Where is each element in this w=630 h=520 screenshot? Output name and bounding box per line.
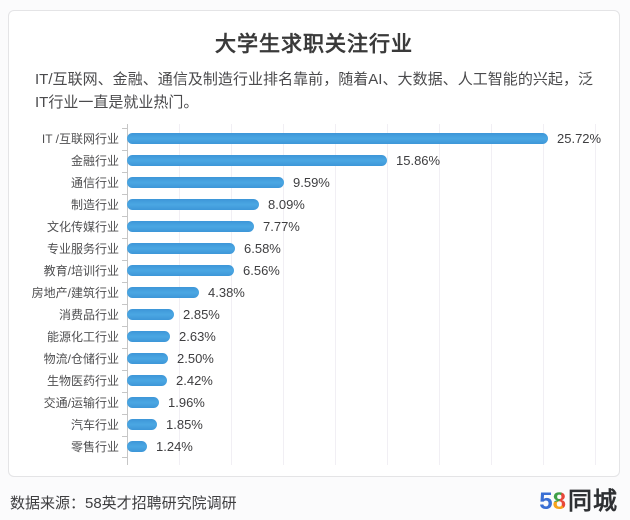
category-label: 汽车行业 bbox=[70, 418, 119, 432]
chart-row: 消费品行业 2.85% bbox=[9, 303, 611, 326]
plot-cell: 1.96% bbox=[122, 391, 611, 414]
category-label: 通信行业 bbox=[70, 176, 119, 190]
value-label: 8.09% bbox=[268, 197, 305, 212]
chart-card: 大学生求职关注行业 IT/互联网、金融、通信及制造行业排名靠前，随着AI、大数据… bbox=[8, 10, 620, 477]
value-label: 1.85% bbox=[166, 417, 203, 432]
category-label: 文化传媒行业 bbox=[46, 220, 119, 234]
bar-chart-rows: IT /互联网行业 25.72% 金融行业 15.86% 通信行业 9.59% 制造行业 8.… bbox=[9, 127, 611, 458]
logo-digit-8: 8 bbox=[552, 488, 566, 515]
chart-row: 房地产/建筑行业 4.38% bbox=[9, 281, 611, 304]
category-label: 制造行业 bbox=[70, 198, 119, 212]
category-label: IT /互联网行业 bbox=[41, 132, 119, 146]
category-label: 零售行业 bbox=[70, 440, 119, 454]
plot-cell: 15.86% bbox=[122, 149, 611, 172]
category-label: 消费品行业 bbox=[58, 308, 119, 322]
logo-digit-5: 5 bbox=[539, 488, 553, 515]
plot-cell: 4.38% bbox=[122, 281, 611, 304]
value-label: 1.96% bbox=[168, 395, 205, 410]
category-label: 金融行业 bbox=[70, 154, 119, 168]
bar-chart: IT /互联网行业 25.72% 金融行业 15.86% 通信行业 9.59% 制造行业 8.… bbox=[9, 123, 611, 465]
value-label: 6.58% bbox=[244, 241, 281, 256]
plot-cell: 2.42% bbox=[122, 369, 611, 392]
plot-cell: 9.59% bbox=[122, 171, 611, 194]
value-label: 6.56% bbox=[243, 263, 280, 278]
value-label: 7.77% bbox=[263, 219, 300, 234]
page-subtitle: IT/互联网、金融、通信及制造行业排名靠前，随着AI、大数据、人工智能的兴起，泛… bbox=[35, 71, 593, 112]
category-label: 交通/运输行业 bbox=[43, 396, 119, 410]
data-source-text: 数据来源：58英才招聘研究院调研 bbox=[10, 494, 237, 512]
chart-row: 零售行业 1.24% bbox=[9, 435, 611, 458]
plot-cell: 6.58% bbox=[122, 237, 611, 260]
logo-suffix-text: 同城 bbox=[568, 488, 618, 515]
bar bbox=[127, 331, 170, 342]
bar bbox=[127, 155, 387, 166]
plot-cell: 25.72% bbox=[122, 127, 611, 150]
chart-row: 教育/培训行业 6.56% bbox=[9, 259, 611, 282]
chart-row: 交通/运输行业 1.96% bbox=[9, 391, 611, 414]
bar bbox=[127, 397, 159, 408]
plot-cell: 6.56% bbox=[122, 259, 611, 282]
category-label: 生物医药行业 bbox=[46, 374, 119, 388]
chart-row: 文化传媒行业 7.77% bbox=[9, 215, 611, 238]
bar bbox=[127, 221, 254, 232]
plot-cell: 1.24% bbox=[122, 435, 611, 458]
bar bbox=[127, 243, 235, 254]
value-label: 2.85% bbox=[183, 307, 220, 322]
value-label: 2.63% bbox=[179, 329, 216, 344]
footer: 数据来源：58英才招聘研究院调研 5 8 同城 bbox=[10, 487, 618, 517]
plot-cell: 2.85% bbox=[122, 303, 611, 326]
bar bbox=[127, 265, 234, 276]
value-label: 4.38% bbox=[208, 285, 245, 300]
category-label: 能源化工行业 bbox=[46, 330, 119, 344]
value-label: 2.50% bbox=[177, 351, 214, 366]
bar bbox=[127, 353, 168, 364]
category-label: 房地产/建筑行业 bbox=[31, 286, 119, 300]
logo-58tongcheng: 5 8 同城 bbox=[539, 490, 618, 514]
chart-row: IT /互联网行业 25.72% bbox=[9, 127, 611, 150]
bar bbox=[127, 199, 259, 210]
category-label: 专业服务行业 bbox=[46, 242, 119, 256]
chart-row: 物流/仓储行业 2.50% bbox=[9, 347, 611, 370]
bar bbox=[127, 133, 548, 144]
category-label: 物流/仓储行业 bbox=[43, 352, 119, 366]
value-label: 15.86% bbox=[396, 153, 441, 168]
value-label: 2.42% bbox=[176, 373, 213, 388]
chart-row: 生物医药行业 2.42% bbox=[9, 369, 611, 392]
chart-row: 专业服务行业 6.58% bbox=[9, 237, 611, 260]
chart-row: 制造行业 8.09% bbox=[9, 193, 611, 216]
category-label: 教育/培训行业 bbox=[43, 264, 119, 278]
bar bbox=[127, 419, 157, 430]
bar bbox=[127, 309, 174, 320]
chart-row: 能源化工行业 2.63% bbox=[9, 325, 611, 348]
bar bbox=[127, 287, 199, 298]
bar bbox=[127, 177, 284, 188]
value-label: 9.59% bbox=[293, 175, 330, 190]
bar bbox=[127, 441, 147, 452]
chart-row: 金融行业 15.86% bbox=[9, 149, 611, 172]
value-label: 1.24% bbox=[156, 439, 193, 454]
plot-cell: 2.50% bbox=[122, 347, 611, 370]
chart-row: 汽车行业 1.85% bbox=[9, 413, 611, 436]
plot-cell: 1.85% bbox=[122, 413, 611, 436]
page-title: 大学生求职关注行业 bbox=[215, 33, 413, 56]
plot-cell: 2.63% bbox=[122, 325, 611, 348]
plot-cell: 8.09% bbox=[122, 193, 611, 216]
chart-row: 通信行业 9.59% bbox=[9, 171, 611, 194]
value-label: 25.72% bbox=[557, 131, 602, 146]
plot-cell: 7.77% bbox=[122, 215, 611, 238]
bar bbox=[127, 375, 167, 386]
